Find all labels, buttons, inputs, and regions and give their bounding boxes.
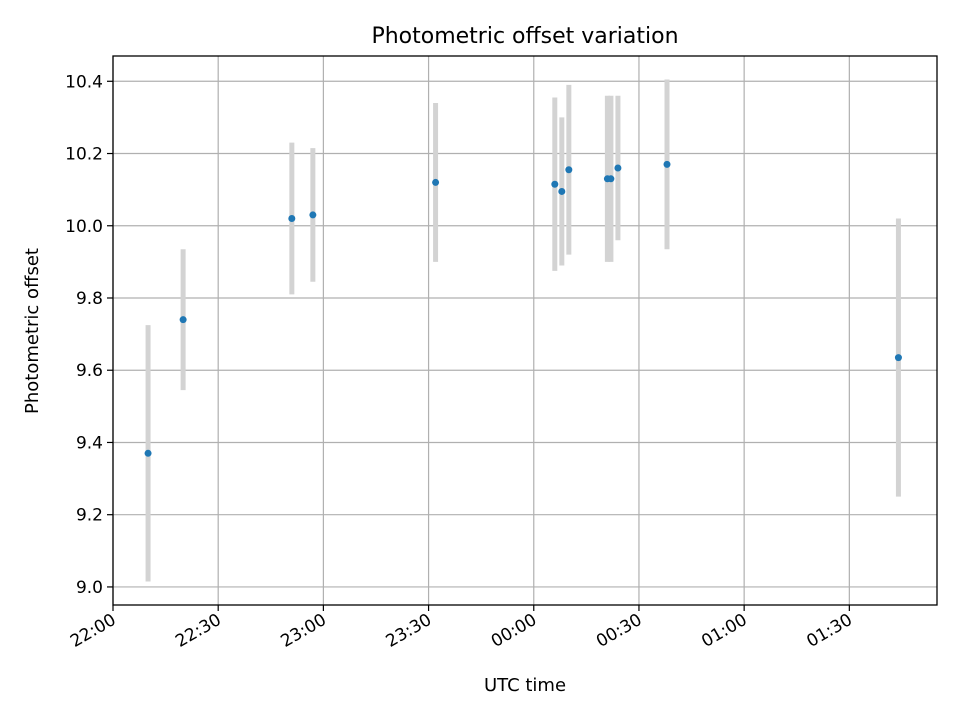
y-tick-label: 9.0 <box>76 578 103 598</box>
chart-title: Photometric offset variation <box>371 24 678 49</box>
data-point <box>179 316 187 324</box>
plot-frame <box>112 55 938 606</box>
data-point <box>614 164 622 172</box>
y-tick-label: 9.6 <box>76 361 103 381</box>
error-bars <box>145 79 901 582</box>
data-point <box>558 187 566 195</box>
grid <box>112 56 937 605</box>
data-point <box>551 180 559 188</box>
data-point <box>432 178 440 186</box>
x-axis-ticks: 22:00 22:30 23:00 23:30 00:00 00:30 01:00 01:30 <box>67 605 856 652</box>
data-point <box>309 211 317 219</box>
x-tick-label: 01:30 <box>803 610 855 652</box>
x-tick-label: 00:30 <box>593 610 645 652</box>
x-tick-label: 00:00 <box>488 610 540 652</box>
data-point <box>565 166 573 174</box>
x-tick-label: 23:30 <box>383 610 435 652</box>
y-tick-label: 9.2 <box>76 506 103 526</box>
y-tick-label: 10.0 <box>65 217 103 237</box>
x-axis-label: UTC time <box>484 675 566 696</box>
data-points <box>144 160 902 457</box>
y-tick-label: 10.4 <box>65 72 103 92</box>
y-tick-label: 9.4 <box>76 433 103 453</box>
data-point <box>607 175 615 183</box>
x-tick-label: 23:00 <box>277 610 329 652</box>
x-tick-label: 22:30 <box>172 610 224 652</box>
data-point <box>894 354 902 362</box>
y-tick-label: 10.2 <box>65 145 103 165</box>
y-axis-label: Photometric offset <box>22 248 43 414</box>
y-axis-ticks: 9.0 9.2 9.4 9.6 9.8 10.0 10.2 10.4 <box>65 72 113 598</box>
data-point <box>144 449 152 457</box>
x-tick-label: 22:00 <box>67 610 119 652</box>
data-point <box>288 215 296 223</box>
y-tick-label: 9.8 <box>76 289 103 309</box>
x-tick-label: 01:00 <box>698 610 750 652</box>
data-point <box>663 160 671 168</box>
